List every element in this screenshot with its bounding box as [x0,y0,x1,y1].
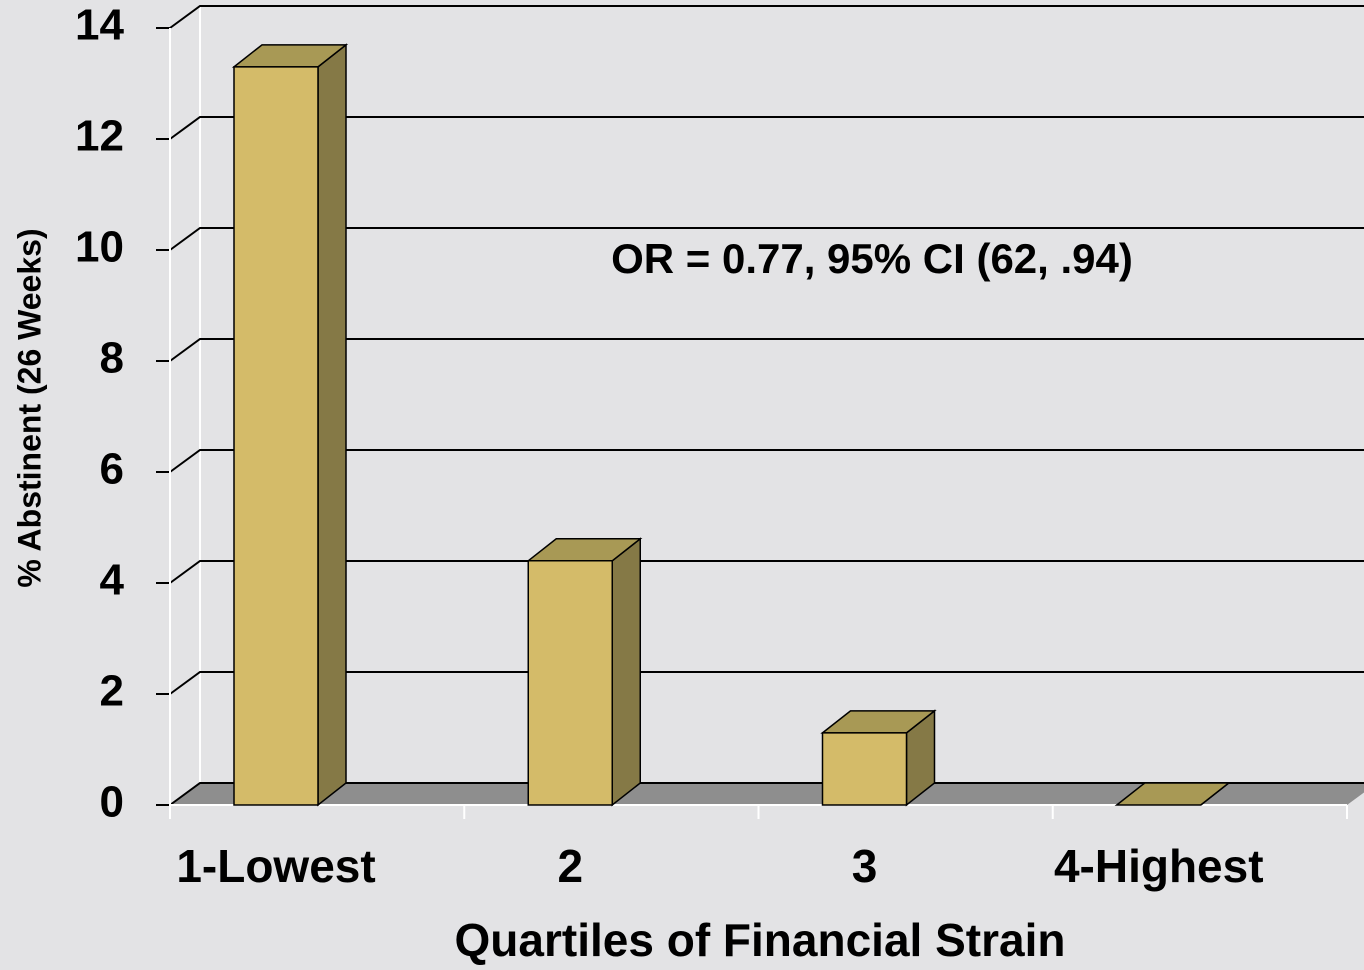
y-tick-label: 8 [100,334,124,383]
y-tick-label: 10 [75,223,124,272]
x-axis-title: Quartiles of Financial Strain [455,914,1066,966]
y-tick-label: 6 [100,445,124,494]
bar-side [317,43,347,807]
y-tick-label: 12 [75,112,124,161]
y-tick-label: 4 [100,556,125,605]
annotation: OR = 0.77, 95% CI (62, .94) [611,235,1133,282]
bar [820,709,937,807]
grid-line [169,449,1364,473]
x-tick-label: 1-Lowest [176,840,375,892]
grid-line [169,782,1364,806]
x-tick-label: 3 [852,840,878,892]
grid-line [169,338,1364,362]
bar [526,537,643,807]
bar [1114,782,1231,806]
grid-line [169,671,1364,695]
y-tick-label: 0 [100,778,124,827]
bar-side [611,537,641,807]
y-axis-title: % Abstinent (26 Weeks) [11,228,47,587]
grid-line [169,5,1364,29]
bar-top [1114,782,1231,806]
bar-front [527,560,613,806]
grid-line [169,227,1364,251]
floor [170,783,1364,805]
grid-line [169,560,1364,584]
x-tick-label: 2 [557,840,583,892]
x-tick-label: 4-Highest [1054,840,1264,892]
grid-line [169,116,1364,140]
y-tick-label: 2 [100,667,124,716]
bar-front [233,66,319,806]
bar-front [821,732,908,806]
bar [231,43,349,807]
y-tick-label: 14 [75,1,124,50]
